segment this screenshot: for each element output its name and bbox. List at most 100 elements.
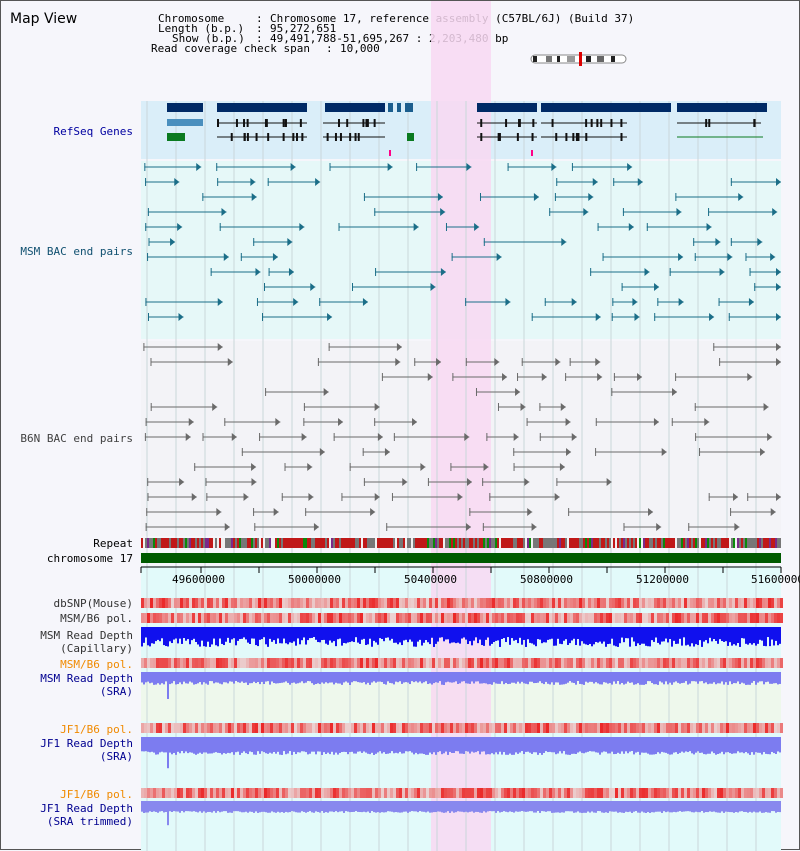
jf1-trimmed-depth-bar: [429, 801, 431, 813]
repeat-element: [257, 538, 259, 548]
b6n-bac-pair-end: [147, 478, 149, 486]
repeat-element: [767, 538, 769, 548]
b6n-bac-pair-end: [212, 403, 218, 411]
repeat-element: [393, 538, 395, 548]
jf1-pol-cell: [195, 723, 198, 733]
msm-b6-pol-sra-cell: [780, 658, 783, 668]
msm-bac-pair-end: [627, 163, 633, 171]
msm-bac-pair-end: [718, 298, 720, 306]
msm-b6-pol-sra-cell: [630, 658, 633, 668]
msm-b6-pol-cell: [180, 613, 183, 623]
repeat-element: [385, 538, 387, 548]
msm-b6-pol-cell: [228, 613, 231, 623]
msm-sra-depth-bar: [609, 672, 611, 684]
msm-bac-pair-end: [219, 223, 221, 231]
jf1-pol-2-cell: [201, 788, 204, 798]
jf1-pol-cell: [408, 723, 411, 733]
repeat-element: [659, 538, 661, 548]
msm-sra-depth-bar: [647, 672, 649, 682]
msm-b6-pol-cell: [198, 613, 201, 623]
dbsnp-cell: [207, 598, 210, 608]
msm-bac-pair-end: [363, 193, 365, 201]
dbsnp-cell: [540, 598, 543, 608]
msm-sra-depth-bar: [631, 672, 633, 683]
refseq-marker: [531, 150, 533, 156]
jf1-pol-cell: [147, 723, 150, 733]
msm-capillary-depth-bar: [539, 627, 541, 640]
msm-b6-pol-cell: [144, 613, 147, 623]
refseq-exon: [282, 119, 285, 127]
dbsnp-cell: [456, 598, 459, 608]
msm-capillary-depth-bar: [383, 627, 385, 642]
jf1-trimmed-depth-bar: [221, 801, 223, 812]
jf1-pol-cell: [711, 723, 714, 733]
b6n-bac-pair-end: [513, 433, 519, 441]
jf1-trimmed-depth-bar: [309, 801, 311, 812]
repeat-element: [643, 538, 645, 548]
msm-sra-depth-bar: [443, 672, 445, 685]
msm-capillary-depth-bar: [433, 627, 435, 647]
msm-b6-pol-sra-cell: [450, 658, 453, 668]
msm-b6-pol-cell: [702, 613, 705, 623]
jf1-pol-cell: [231, 723, 234, 733]
repeat-element: [227, 538, 229, 548]
b6n-bac-pair-end: [374, 403, 380, 411]
jf1-trimmed-depth-bar: [517, 801, 519, 812]
msm-sra-depth-bar: [475, 672, 477, 682]
jf1-pol-2-cell: [690, 788, 693, 798]
jf1-sra-depth-bar: [223, 737, 225, 754]
msm-sra-depth-bar: [239, 672, 241, 683]
msm-sra-depth-bar: [195, 672, 197, 685]
jf1-pol-cell: [594, 723, 597, 733]
jf1-pol-cell: [753, 723, 756, 733]
jf1-pol-cell: [252, 723, 255, 733]
jf1-sra-depth-bar: [669, 737, 671, 755]
jf1-trimmed-depth-bar: [389, 801, 391, 812]
msm-capillary-depth-bar: [733, 627, 735, 645]
jf1-sra-depth-bar: [719, 737, 721, 754]
dbsnp-cell: [612, 598, 615, 608]
jf1-pol-cell: [285, 723, 288, 733]
msm-b6-pol-cell: [726, 613, 729, 623]
msm-capillary-depth-bar: [323, 627, 325, 640]
jf1-pol-cell: [276, 723, 279, 733]
jf1-sra-depth-bar: [353, 737, 355, 754]
jf1-pol-2-cell: [636, 788, 639, 798]
msm-b6-pol-sra-cell: [696, 658, 699, 668]
msm-capillary-depth-bar: [775, 627, 777, 641]
msm-b6-pol-sra-cell: [534, 658, 537, 668]
repeat-element: [189, 538, 191, 548]
msm-sra-depth-bar: [281, 672, 283, 683]
repeat-element: [221, 538, 223, 548]
refseq-exon: [585, 119, 588, 127]
jf1-trimmed-depth-bar: [143, 801, 145, 813]
jf1-trimmed-depth-bar: [761, 801, 763, 813]
b6n-bac-pair-end: [713, 343, 715, 351]
jf1-sra-depth-bar: [327, 737, 329, 753]
repeat-element: [755, 538, 757, 548]
b6n-bac-pair-end: [486, 433, 488, 441]
b6n-bac-pair-end: [281, 493, 283, 501]
dbsnp-cell: [375, 598, 378, 608]
b6n-bac-pair-end: [695, 433, 697, 441]
msm-b6-pol-sra-cell: [252, 658, 255, 668]
msm-capillary-depth-bar: [483, 627, 485, 646]
msm-bac-pair-end: [147, 253, 149, 261]
dbsnp-cell: [348, 598, 351, 608]
msm-capillary-depth-bar: [683, 627, 685, 638]
msm-b6-pol-cell: [489, 613, 492, 623]
msm-capillary-depth-bar: [533, 627, 535, 645]
repeat-element: [365, 538, 367, 548]
msm-sra-depth-bar: [751, 672, 753, 683]
dbsnp-cell: [264, 598, 267, 608]
jf1-sra-depth-bar: [243, 737, 245, 752]
jf1-pol-cell: [612, 723, 615, 733]
msm-b6-pol-cell: [663, 613, 666, 623]
msm-b6-pol-sra-cell: [579, 658, 582, 668]
msm-b6-pol-cell: [612, 613, 615, 623]
repeat-element: [249, 538, 251, 548]
jf1-sra-depth-bar: [157, 737, 159, 755]
b6n-bac-pair-end: [734, 523, 740, 531]
jf1-trimmed-depth-bar: [211, 801, 213, 813]
